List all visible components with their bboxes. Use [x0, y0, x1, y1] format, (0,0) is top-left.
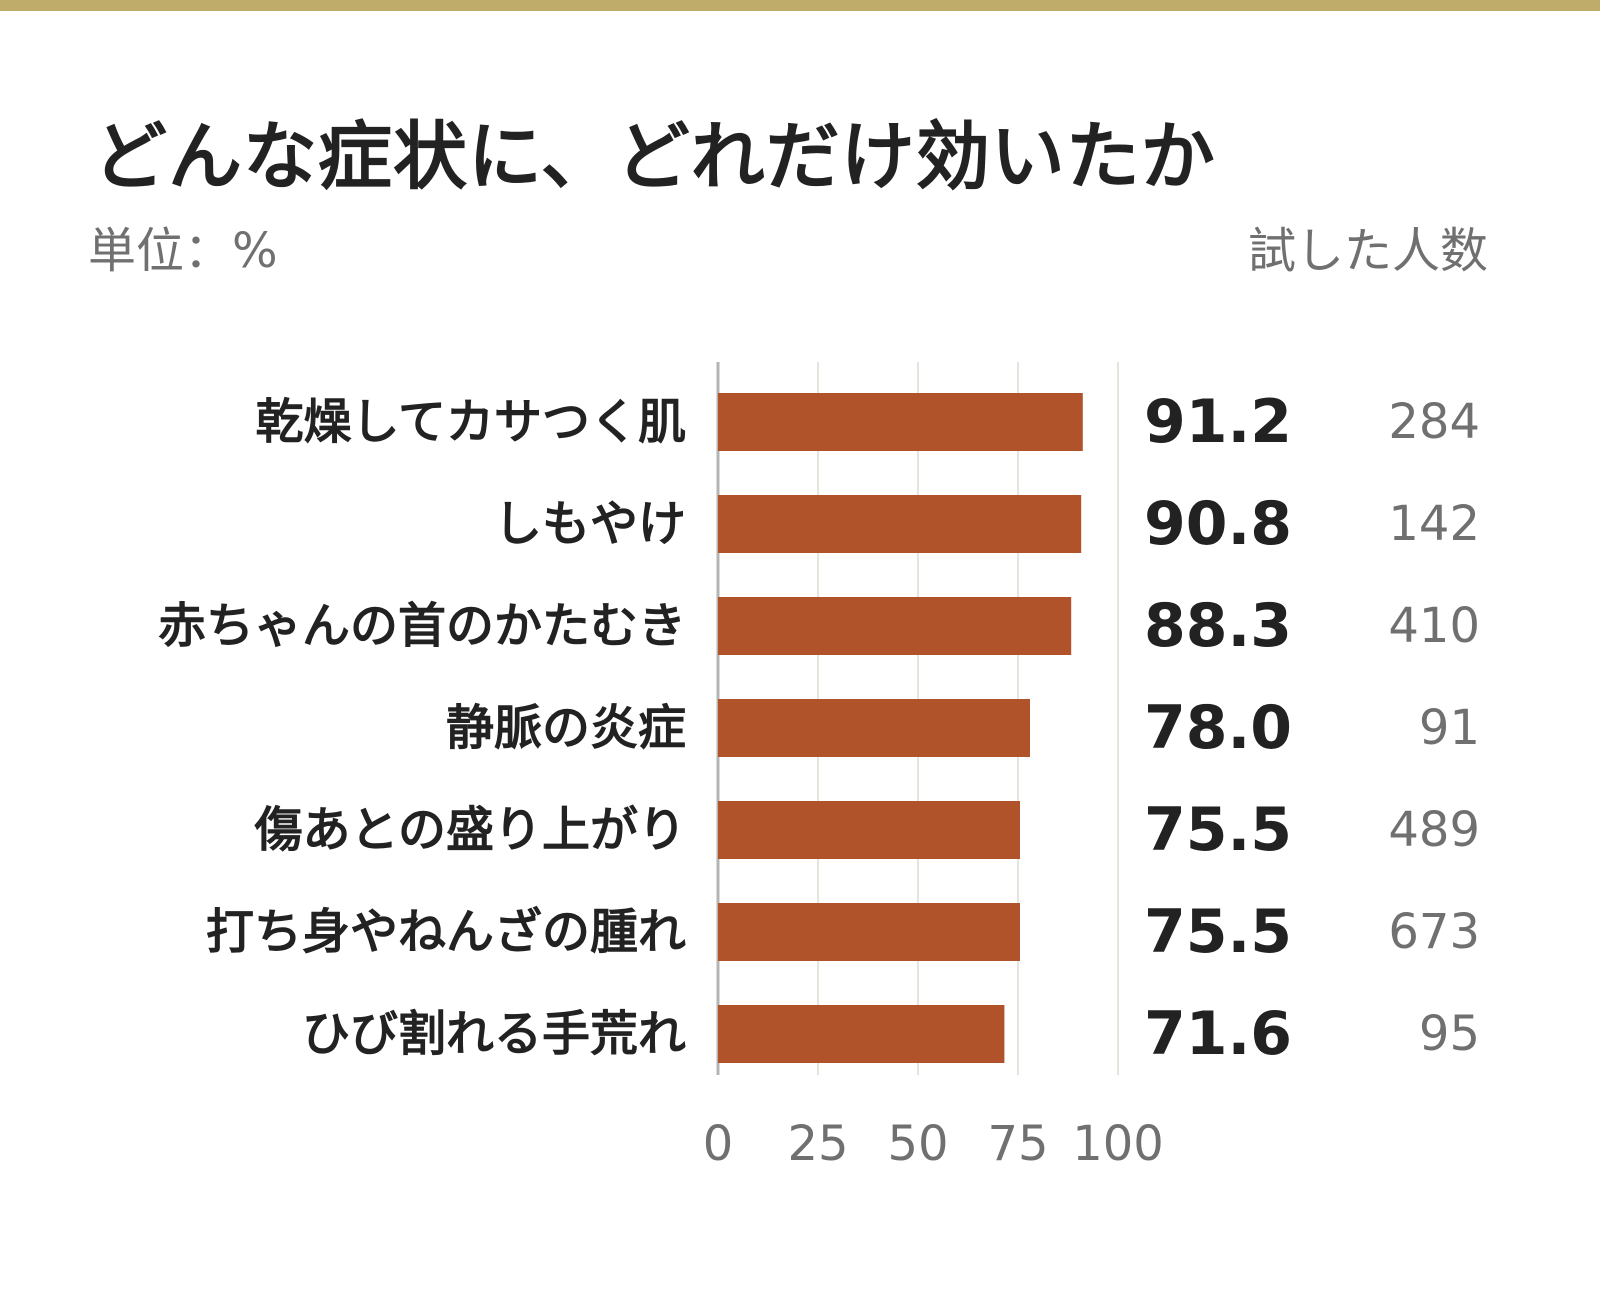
bar: [718, 801, 1020, 859]
category-label: 乾燥してカサつく肌: [255, 394, 686, 450]
x-tick-label: 75: [987, 1116, 1048, 1172]
bar: [718, 903, 1020, 961]
value-label: 88.3: [1144, 591, 1292, 661]
count-column-header: 試した人数: [1247, 223, 1488, 279]
value-label: 75.5: [1144, 897, 1292, 967]
value-label: 90.8: [1144, 489, 1292, 559]
category-label: 静脈の炎症: [446, 700, 686, 756]
count-label: 142: [1388, 496, 1480, 552]
x-tick-label: 25: [787, 1116, 848, 1172]
value-label: 91.2: [1144, 387, 1292, 457]
value-label: 71.6: [1144, 999, 1292, 1069]
category-label: しもやけ: [494, 496, 686, 552]
count-label: 673: [1388, 904, 1480, 960]
top-accent-rule: [0, 0, 1600, 11]
count-label: 410: [1388, 598, 1480, 654]
count-label: 95: [1419, 1006, 1480, 1062]
bar: [718, 699, 1030, 757]
value-label: 78.0: [1144, 693, 1292, 763]
x-tick-label: 0: [703, 1116, 734, 1172]
x-tick-label: 100: [1072, 1116, 1164, 1172]
category-label: 傷あとの盛り上がり: [253, 802, 686, 858]
x-tick-label: 50: [887, 1116, 948, 1172]
category-label: ひび割れる手荒れ: [302, 1006, 686, 1062]
category-label: 打ち身やねんざの腫れ: [206, 904, 686, 960]
category-label: 赤ちゃんの首のかたむき: [158, 598, 686, 654]
bar: [718, 495, 1082, 553]
bar: [718, 597, 1072, 655]
count-label: 91: [1419, 700, 1480, 756]
count-label: 284: [1388, 394, 1480, 450]
unit-label: 単位：%: [88, 223, 278, 279]
bar: [718, 1005, 1005, 1063]
value-label: 75.5: [1144, 795, 1292, 865]
count-label: 489: [1388, 802, 1480, 858]
chart-title: どんな症状に、どれだけ効いたか: [93, 114, 1216, 200]
bar: [718, 393, 1083, 451]
